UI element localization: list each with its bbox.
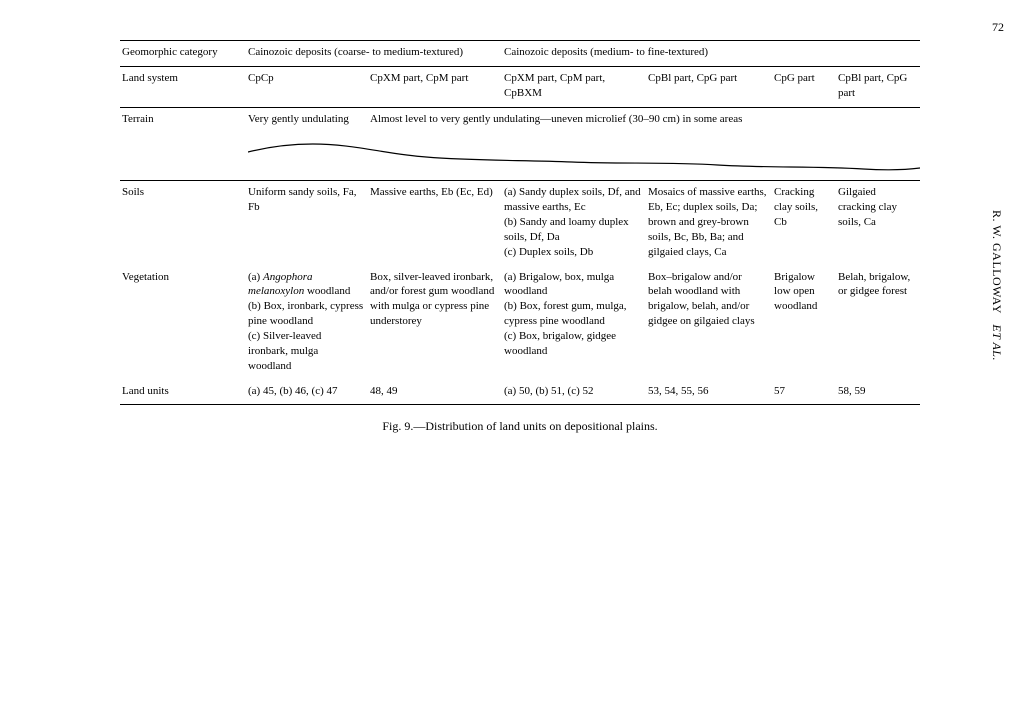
soils-c3: (a) Sandy duplex soils, Df, and massive … (504, 181, 648, 266)
row-land-units: Land units (a) 45, (b) 46, (c) 47 48, 49… (120, 380, 920, 405)
veg-c1: (a) Angophora melanoxylon woodland (b) B… (248, 266, 370, 380)
side-author-names: R. W. GALLOWAY (990, 210, 1004, 314)
lu-c1: (a) 45, (b) 46, (c) 47 (248, 380, 370, 405)
soils-c1: Uniform sandy soils, Fa, Fb (248, 181, 370, 266)
row-soils: Soils Uniform sandy soils, Fa, Fb Massiv… (120, 181, 920, 266)
veg-c3-b: (b) Box, forest gum, mulga, cypress pine… (504, 299, 642, 329)
lu-c2: 48, 49 (370, 380, 504, 405)
label-land-units: Land units (120, 380, 248, 405)
veg-c1-b: (b) Box, ironbark, cypress pine woodland (248, 299, 364, 329)
soils-c3-c: (c) Duplex soils, Db (504, 245, 642, 260)
lu-c6: 58, 59 (838, 380, 920, 405)
soils-c5: Cracking clay soils, Cb (774, 181, 838, 266)
ls-c1: CpCp (248, 66, 370, 107)
geomorphic-coarse: Cainozoic deposits (coarse- to medium-te… (248, 41, 504, 67)
lu-c3: (a) 50, (b) 51, (c) 52 (504, 380, 648, 405)
row-land-system: Land system CpCp CpXM part, CpM part CpX… (120, 66, 920, 107)
terrain-profile-path (248, 144, 920, 170)
row-geomorphic: Geomorphic category Cainozoic deposits (… (120, 41, 920, 67)
lu-c5: 57 (774, 380, 838, 405)
veg-c1-a: (a) Angophora melanoxylon woodland (248, 270, 364, 300)
veg-c1-c: (c) Silver-leaved ironbark, mulga woodla… (248, 329, 364, 374)
land-units-table: Geomorphic category Cainozoic deposits (… (120, 40, 920, 405)
figure-caption: Fig. 9.—Distribution of land units on de… (120, 419, 920, 434)
label-terrain: Terrain (120, 107, 248, 132)
soils-c2: Massive earths, Eb (Ec, Ed) (370, 181, 504, 266)
row-terrain-profile (120, 132, 920, 181)
veg-c2: Box, silver-leaved ironbark, and/or fore… (370, 266, 504, 380)
side-author-label: R. W. GALLOWAY ET AL. (989, 210, 1004, 361)
page-number: 72 (992, 20, 1004, 35)
terrain-c1: Very gently undulating (248, 107, 370, 132)
ls-c4: CpBl part, CpG part (648, 66, 774, 107)
label-vegetation: Vegetation (120, 266, 248, 380)
soils-c4: Mosaics of massive earths, Eb, Ec; duple… (648, 181, 774, 266)
bottom-rule (120, 405, 920, 406)
ls-c3: CpXM part, CpM part, CpBXM (504, 66, 648, 107)
soils-c6: Gilgaied cracking clay soils, Ca (838, 181, 920, 266)
label-geomorphic: Geomorphic category (120, 41, 248, 67)
geomorphic-fine: Cainozoic deposits (medium- to fine-text… (504, 41, 920, 67)
lu-c4: 53, 54, 55, 56 (648, 380, 774, 405)
veg-c4: Box–brigalow and/or belah woodland with … (648, 266, 774, 380)
side-author-suffix: ET AL. (990, 324, 1004, 361)
veg-c3: (a) Brigalow, box, mulga woodland (b) Bo… (504, 266, 648, 380)
ls-c2: CpXM part, CpM part (370, 66, 504, 107)
soils-c3-a: (a) Sandy duplex soils, Df, and massive … (504, 185, 642, 215)
label-land-system: Land system (120, 66, 248, 107)
veg-c5: Brigalow low open woodland (774, 266, 838, 380)
row-vegetation: Vegetation (a) Angophora melanoxylon woo… (120, 266, 920, 380)
ls-c5: CpG part (774, 66, 838, 107)
terrain-rest: Almost level to very gently undulating—u… (370, 107, 920, 132)
veg-c6: Belah, brigalow, or gidgee forest (838, 266, 920, 380)
label-soils: Soils (120, 181, 248, 266)
terrain-profile-svg (248, 138, 920, 178)
veg-c3-a: (a) Brigalow, box, mulga woodland (504, 270, 642, 300)
ls-c6: CpBl part, CpG part (838, 66, 920, 107)
veg-c3-c: (c) Box, brigalow, gidgee woodland (504, 329, 642, 359)
soils-c3-b: (b) Sandy and loamy duplex soils, Df, Da (504, 215, 642, 245)
row-terrain: Terrain Very gently undulating Almost le… (120, 107, 920, 132)
